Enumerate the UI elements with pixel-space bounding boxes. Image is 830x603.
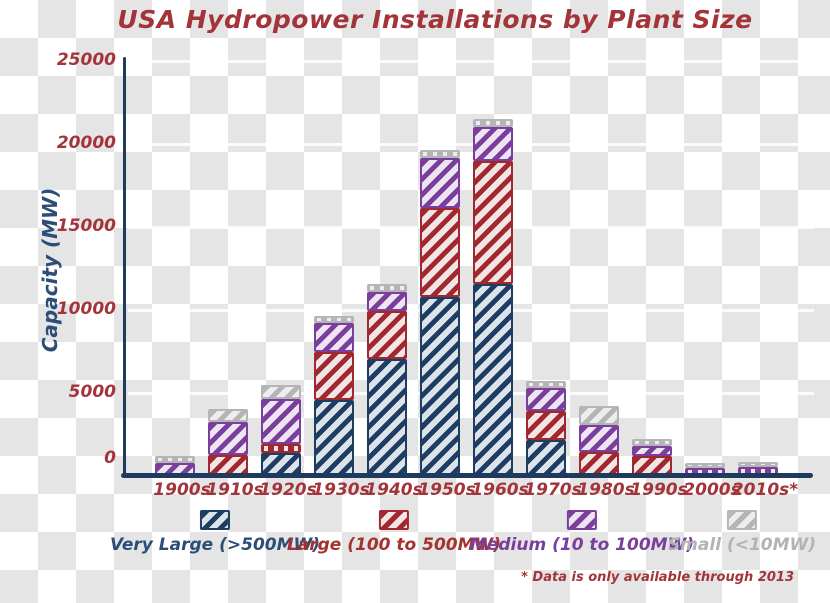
legend-item-very-large: Very Large (>500MW) (110, 510, 320, 555)
bar-1990s-medium-segment (632, 445, 672, 456)
y-tick-label-10000: 10000 (56, 299, 116, 319)
gridline-10000 (128, 309, 814, 312)
bar-1920s-large-segment (261, 444, 301, 454)
bar-1970s-very-large-segment (526, 440, 566, 475)
y-tick-label-20000: 20000 (56, 133, 116, 153)
x-axis-label-1930s: 1930s (312, 480, 370, 500)
x-axis-label-1970s: 1970s (524, 480, 582, 500)
bar-1950s-large-segment (420, 207, 460, 298)
bar-1970s-large-segment (526, 411, 566, 441)
bar-1960s-very-large-segment (473, 284, 513, 475)
footnote: * Data is only available through 2013 (521, 570, 794, 585)
bar-2000s-small-segment (685, 463, 725, 468)
x-axis-label-1900s: 1900s (153, 480, 211, 500)
bar-1950s-small-segment (420, 150, 460, 158)
legend-item-large: Large (100 to 500MW) (287, 510, 501, 555)
bar-1990s-small-segment (632, 438, 672, 446)
bar-1900s-small-segment (155, 455, 195, 463)
legend-swatch-medium (566, 510, 597, 530)
bar-1980s-small-segment (579, 406, 619, 426)
y-tick-label-5000: 5000 (68, 382, 116, 402)
bar-1940s-medium-segment (367, 291, 407, 311)
x-axis-label-1960s: 1960s (471, 480, 529, 500)
y-tick-label-25000: 25000 (56, 50, 116, 70)
y-tick-label-0: 0 (104, 448, 116, 468)
bar-1950s-very-large-segment (420, 297, 460, 475)
bar-1910s-large-segment (208, 455, 248, 475)
bar-1940s-large-segment (367, 310, 407, 359)
bar-1920s-medium-segment (261, 398, 301, 445)
x-axis-label-1980s: 1980s (577, 480, 635, 500)
bar-1970s-small-segment (526, 381, 566, 389)
x-axis-label-2000s: 2000s (683, 480, 741, 500)
bar-1930s-large-segment (314, 352, 354, 401)
legend-label-medium: Medium (10 to 100MW) (469, 535, 695, 555)
legend-swatch-small (727, 510, 757, 530)
bar-1940s-small-segment (367, 284, 407, 292)
bar-1970s-medium-segment (526, 388, 566, 412)
y-tick-label-15000: 15000 (56, 216, 116, 236)
gridline-25000 (128, 60, 814, 63)
x-axis-label-1910s: 1910s (206, 480, 264, 500)
legend-swatch-very-large (199, 510, 230, 530)
gridline-15000 (128, 226, 814, 229)
gridline-5000 (128, 392, 814, 395)
bar-1940s-very-large-segment (367, 358, 407, 475)
legend-label-very-large: Very Large (>500MW) (109, 535, 321, 555)
bar-1960s-small-segment (473, 118, 513, 128)
legend-swatch-large (378, 510, 409, 530)
bar-1920s-small-segment (261, 385, 301, 399)
x-axis-line (121, 473, 813, 478)
legend-item-small: Small (<10MW) (668, 510, 816, 555)
bar-1960s-large-segment (473, 161, 513, 285)
bar-1920s-very-large-segment (261, 453, 301, 475)
bar-1930s-medium-segment (314, 323, 354, 353)
y-axis-label: Capacity (MW) (38, 187, 62, 353)
legend-item-medium: Medium (10 to 100MW) (470, 510, 694, 555)
legend-label-large: Large (100 to 500MW) (286, 535, 502, 555)
x-axis-label-1920s: 1920s (259, 480, 317, 500)
bar-1950s-medium-segment (420, 157, 460, 208)
x-axis-label-2010s: 2010s* (731, 480, 799, 500)
x-axis-label-1940s: 1940s (365, 480, 423, 500)
gridline-20000 (128, 143, 814, 146)
bar-1930s-small-segment (314, 315, 354, 324)
bar-1910s-medium-segment (208, 421, 248, 456)
y-axis-line (123, 57, 126, 478)
bar-1980s-large-segment (579, 451, 619, 475)
chart-title: USA Hydropower Installations by Plant Si… (117, 5, 753, 34)
bar-1910s-small-segment (208, 408, 248, 422)
bar-1960s-medium-segment (473, 127, 513, 162)
bar-1980s-medium-segment (579, 425, 619, 452)
x-axis-label-1990s: 1990s (630, 480, 688, 500)
legend-label-small: Small (<10MW) (667, 535, 817, 555)
bar-1930s-very-large-segment (314, 400, 354, 475)
bar-2010s-small-segment (738, 461, 778, 467)
x-axis-label-1950s: 1950s (418, 480, 476, 500)
